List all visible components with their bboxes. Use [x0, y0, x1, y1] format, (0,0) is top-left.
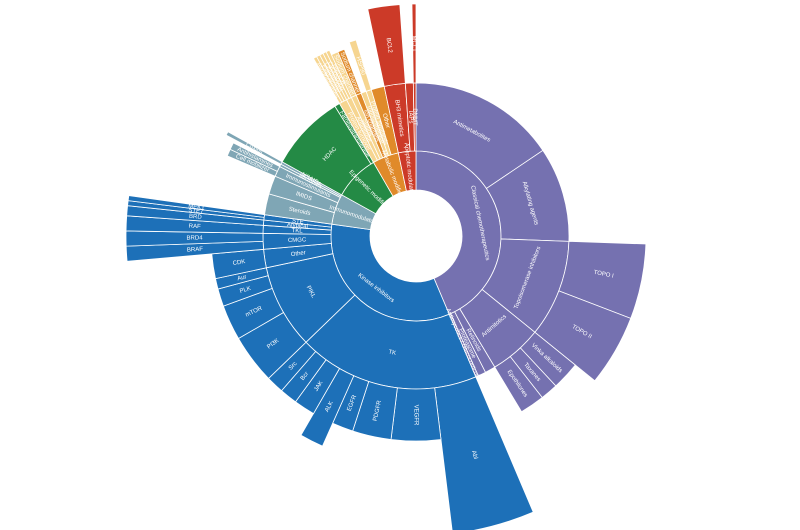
label-aur: Aur: [237, 274, 247, 282]
label-bcl2: BCL2: [385, 38, 393, 54]
label-braf: BRAF: [187, 247, 204, 254]
label-hsp90: HSP90: [354, 56, 366, 77]
label-src: Src: [288, 361, 299, 372]
label-iaps: IAPs: [407, 111, 414, 124]
label-topo-i: TOPO I: [593, 270, 614, 280]
label-pikl: PIKL: [305, 285, 317, 300]
label-egfr: EGFR: [347, 394, 359, 412]
label-tkl: TKL: [291, 228, 303, 235]
label-jak: JAK: [313, 380, 324, 393]
label-imids: IMIDS: [295, 191, 313, 202]
label-bh3-mimetics: BH3 mimetics: [393, 99, 404, 136]
segment-abl: [434, 376, 534, 530]
label-brd: BRD: [189, 214, 203, 221]
label-atypical: Atypical: [287, 222, 308, 230]
center-hole: [372, 192, 460, 280]
label-dnmt: DNMT: [411, 108, 417, 126]
label-apoptotic-modulators: Apoptotic modulators: [403, 143, 415, 200]
label-mcl1: MCL1: [411, 35, 417, 52]
label-pdgfr: PDGFR: [373, 399, 384, 421]
label-alk: ALK: [324, 400, 334, 413]
sunburst-rings: [125, 3, 647, 530]
label-ste: STE: [292, 218, 304, 225]
label-other: Other: [291, 250, 307, 258]
label-plk: PLK: [239, 286, 252, 295]
label-cdk: CDK: [232, 259, 245, 267]
label-raf: RAF: [189, 224, 202, 231]
label-steroids: Steroids: [288, 207, 311, 217]
label-tk: TK: [388, 349, 397, 356]
segment-mcl1: [411, 3, 417, 84]
label-abl: Abl: [470, 450, 478, 460]
label-vegfr: VEGFR: [412, 405, 418, 426]
label-cmgc: CMGC: [288, 237, 307, 244]
label-ste7: STE7: [188, 208, 204, 216]
label-bcr: Bcr: [300, 371, 310, 382]
label-brd4: BRD4: [186, 235, 203, 241]
label-other: Other: [381, 113, 391, 129]
label-mek1: MEK1: [188, 204, 206, 212]
